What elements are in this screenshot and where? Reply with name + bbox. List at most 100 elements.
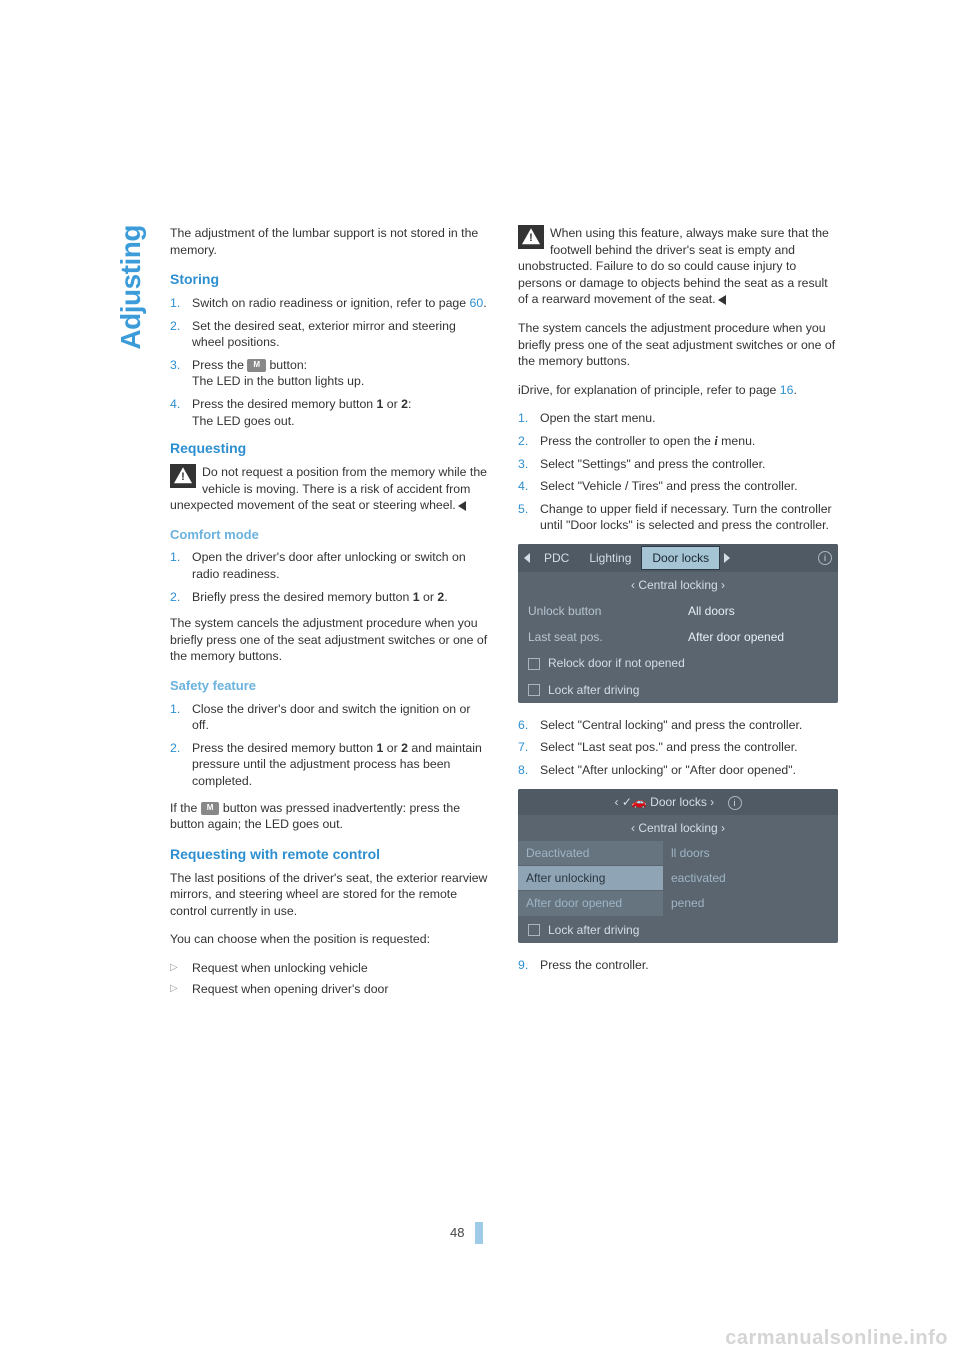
text: . (483, 296, 486, 310)
list-item: 1.Open the driver's door after unlocking… (170, 549, 490, 582)
list-item: 1.Close the driver's door and switch the… (170, 701, 490, 734)
text: The LED in the button lights up. (192, 374, 364, 388)
idrive-screenshot-2: ‹ ✓🚗 Door locks › i ‹ Central locking › … (518, 789, 838, 943)
text: Relock door if not opened (548, 655, 685, 671)
list-item: 3.Select "Settings" and press the contro… (518, 456, 838, 473)
end-arrow-icon (718, 295, 726, 305)
checkbox-icon (528, 684, 540, 696)
ss-check-row: Lock after driving (518, 917, 838, 943)
list-item: 2.Briefly press the desired memory butto… (170, 589, 490, 606)
warning-icon (518, 225, 544, 249)
text: Do not request a position from the memor… (170, 465, 487, 512)
ss-list: Deactivated ll doors After unlocking eac… (518, 841, 838, 917)
info-icon: i (728, 796, 742, 810)
steps2-list: 6.Select "Central locking" and press the… (518, 717, 838, 779)
ss-subhead: ‹ Central locking › (518, 815, 838, 841)
warning-text: Do not request a position from the memor… (170, 464, 490, 514)
ss-cell: After door opened (678, 624, 838, 650)
m-button-icon: M (201, 802, 220, 815)
list-item: 6.Select "Central locking" and press the… (518, 717, 838, 734)
list-item: 3.Press the M button:The LED in the butt… (170, 357, 490, 390)
ss-cell: Last seat pos. (518, 624, 678, 650)
steps3-list: 9.Press the controller. (518, 957, 838, 974)
storing-list: 1.Switch on radio readiness or ignition,… (170, 295, 490, 429)
comfort-after: The system cancels the adjustment proced… (170, 615, 490, 665)
ss-grid: Unlock button All doors Last seat pos. A… (518, 598, 838, 650)
text: Switch on radio readiness or ignition, r… (192, 296, 470, 310)
idrive-screenshot-1: PDC Lighting Door locks i ‹ Central lock… (518, 544, 838, 703)
ss-check-row: Relock door if not opened (518, 650, 838, 676)
list-item: 7.Select "Last seat pos." and press the … (518, 739, 838, 756)
list-item: Request when unlocking vehicle (170, 960, 490, 977)
steps1-list: 1.Open the start menu. 2.Press the contr… (518, 410, 838, 534)
ss-tabs: PDC Lighting Door locks i (518, 544, 838, 572)
text: Press the (192, 358, 247, 372)
heading-comfort: Comfort mode (170, 526, 490, 544)
list-item: 1.Open the start menu. (518, 410, 838, 427)
remote-p1: The last positions of the driver's seat,… (170, 870, 490, 920)
ss-value: ll doors (663, 841, 838, 866)
intro-text: The adjustment of the lumbar support is … (170, 225, 490, 258)
list-item: 2.Press the controller to open the i men… (518, 433, 838, 450)
page-link[interactable]: 60 (470, 296, 484, 310)
text: button: (266, 358, 307, 372)
heading-safety: Safety feature (170, 677, 490, 695)
text: When using this feature, always make sur… (518, 226, 829, 306)
ss-tab: Lighting (579, 547, 641, 569)
ss-cell: All doors (678, 598, 838, 624)
list-item: 8.Select "After unlocking" or "After doo… (518, 762, 838, 779)
arrow-left-icon (524, 553, 530, 563)
ss-subhead: ‹ Central locking › (518, 572, 838, 598)
ss-tab: PDC (534, 547, 579, 569)
heading-requesting: Requesting (170, 439, 490, 458)
right-p1: The system cancels the adjustment proced… (518, 320, 838, 370)
text: Select "Central locking" and press the c… (540, 718, 802, 732)
text: Press the controller. (540, 958, 649, 972)
ss-option: After door opened (518, 891, 663, 916)
remote-bullets: Request when unlocking vehicle Request w… (170, 960, 490, 997)
page-content: The adjustment of the lumbar support is … (170, 225, 840, 1007)
text: Close the driver's door and switch the i… (192, 702, 471, 733)
section-title: Adjusting (115, 225, 147, 350)
list-item: 2.Set the desired seat, exterior mirror … (170, 318, 490, 351)
list-item: 4.Press the desired memory button 1 or 2… (170, 396, 490, 429)
page-link[interactable]: 16 (780, 383, 794, 397)
ss-value: eactivated (663, 866, 838, 891)
text: The LED goes out. (192, 414, 295, 428)
ss-top: ‹ ✓🚗 Door locks › i (518, 789, 838, 815)
text: If the (170, 801, 201, 815)
page-number-bar (475, 1222, 483, 1244)
heading-storing: Storing (170, 270, 490, 289)
ss-tab-active: Door locks (641, 546, 720, 570)
text: Open the start menu. (540, 411, 656, 425)
text: . (793, 383, 796, 397)
ss-cell: Unlock button (518, 598, 678, 624)
checkbox-icon (528, 658, 540, 670)
text: iDrive, for explanation of principle, re… (518, 383, 780, 397)
m-button-icon: M (247, 359, 266, 372)
right-p2: iDrive, for explanation of principle, re… (518, 382, 838, 399)
text: Lock after driving (548, 682, 639, 698)
safety-list: 1.Close the driver's door and switch the… (170, 701, 490, 790)
text: Lock after driving (548, 922, 639, 938)
text: Open the driver's door after unlocking o… (192, 550, 466, 581)
list-item: 4.Select "Vehicle / Tires" and press the… (518, 478, 838, 495)
warning-icon (170, 464, 196, 488)
list-item: 1.Switch on radio readiness or ignition,… (170, 295, 490, 312)
ss-option-selected: After unlocking (518, 866, 663, 891)
list-item: 5.Change to upper field if necessary. Tu… (518, 501, 838, 534)
watermark: carmanualsonline.info (725, 1327, 948, 1350)
text: Select "Last seat pos." and press the co… (540, 740, 798, 754)
remote-p2: You can choose when the position is requ… (170, 931, 490, 948)
right-column: When using this feature, always make sur… (518, 225, 838, 1007)
list-item: 9.Press the controller. (518, 957, 838, 974)
ss-check-row: Lock after driving (518, 677, 838, 703)
left-column: The adjustment of the lumbar support is … (170, 225, 490, 1007)
text: Select "Settings" and press the controll… (540, 457, 765, 471)
page-number: 48 (450, 1225, 464, 1240)
list-item: 2.Press the desired memory button 1 or 2… (170, 740, 490, 790)
text: Select "Vehicle / Tires" and press the c… (540, 479, 798, 493)
end-arrow-icon (458, 501, 466, 511)
info-icon: i (818, 551, 832, 565)
arrow-right-icon (724, 553, 730, 563)
